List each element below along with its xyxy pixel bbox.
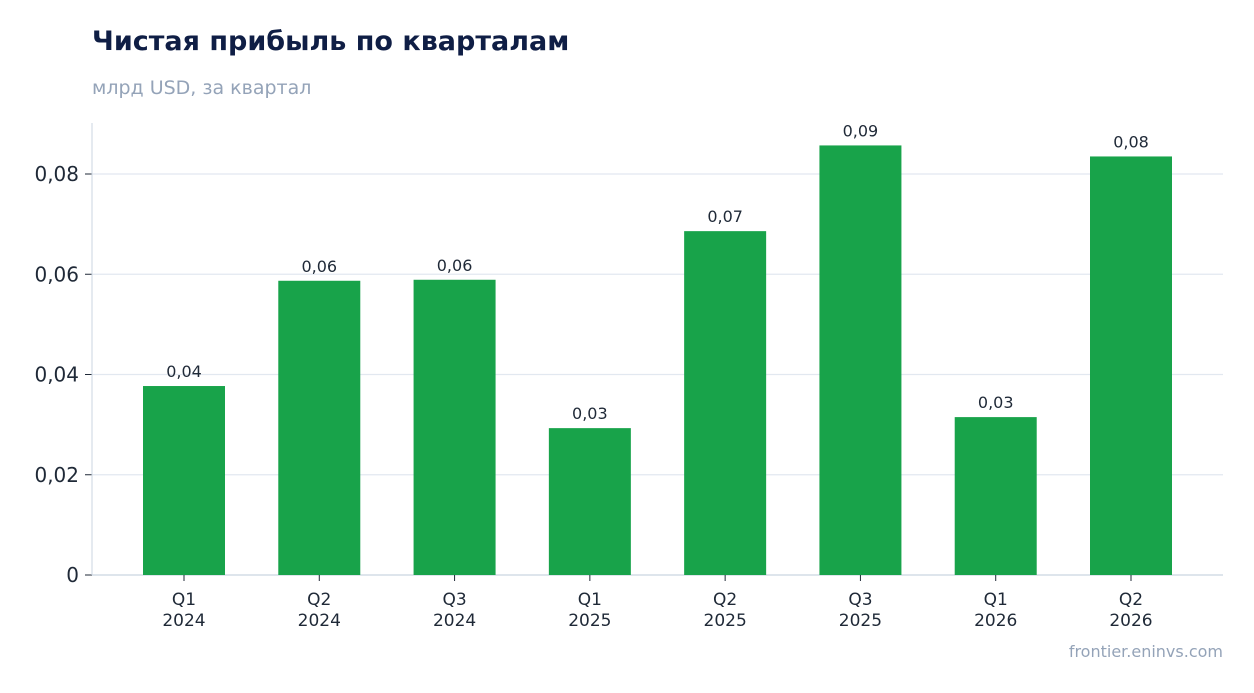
grid-lines (92, 173, 1223, 476)
x-tick-label: Q2 (1119, 590, 1143, 610)
x-tick-label: 2024 (162, 611, 205, 631)
bar (954, 417, 1037, 575)
x-tick-label: Q1 (578, 590, 602, 610)
chart-title: Чистая прибыль по кварталам (92, 26, 570, 57)
labels: 00,020,040,060,080,04Q120240,06Q220240,0… (34, 121, 1152, 631)
x-tick-label: Q3 (848, 590, 872, 610)
bars (143, 145, 1172, 576)
x-tick-label: Q2 (713, 590, 737, 610)
source-credit: frontier.eninvs.com (1068, 642, 1223, 661)
data-label: 0,03 (572, 404, 608, 423)
bar (684, 231, 767, 575)
x-tick-label: 2025 (704, 611, 747, 631)
x-tick-label: Q2 (307, 590, 331, 610)
data-label: 0,06 (301, 257, 337, 276)
bar (819, 145, 902, 575)
bar (1090, 156, 1172, 576)
y-tick-label: 0 (66, 563, 79, 587)
data-label: 0,07 (707, 207, 743, 226)
x-tick-label: 2026 (1109, 611, 1152, 631)
data-label: 0,03 (978, 393, 1014, 412)
y-tick-label: 0,02 (34, 463, 79, 487)
x-tick-label: 2026 (974, 611, 1017, 631)
x-tick-label: Q3 (442, 590, 466, 610)
data-label: 0,09 (843, 121, 879, 140)
chart-subtitle: млрд USD, за квартал (92, 77, 312, 99)
y-tick-label: 0,06 (34, 262, 79, 286)
bar (278, 280, 361, 575)
x-tick-label: Q1 (984, 590, 1008, 610)
y-tick-label: 0,08 (34, 162, 79, 186)
x-tick-label: 2024 (298, 611, 341, 631)
y-tick-label: 0,04 (34, 363, 79, 387)
x-tick-label: 2025 (568, 611, 611, 631)
data-label: 0,06 (437, 256, 473, 275)
bar (413, 279, 496, 575)
data-label: 0,08 (1113, 132, 1149, 151)
x-tick-label: 2025 (839, 611, 882, 631)
bar (548, 428, 631, 575)
x-tick-label: 2024 (433, 611, 476, 631)
x-tick-label: Q1 (172, 590, 196, 610)
bar (143, 386, 225, 575)
axes (85, 123, 1223, 581)
data-label: 0,04 (166, 362, 202, 381)
